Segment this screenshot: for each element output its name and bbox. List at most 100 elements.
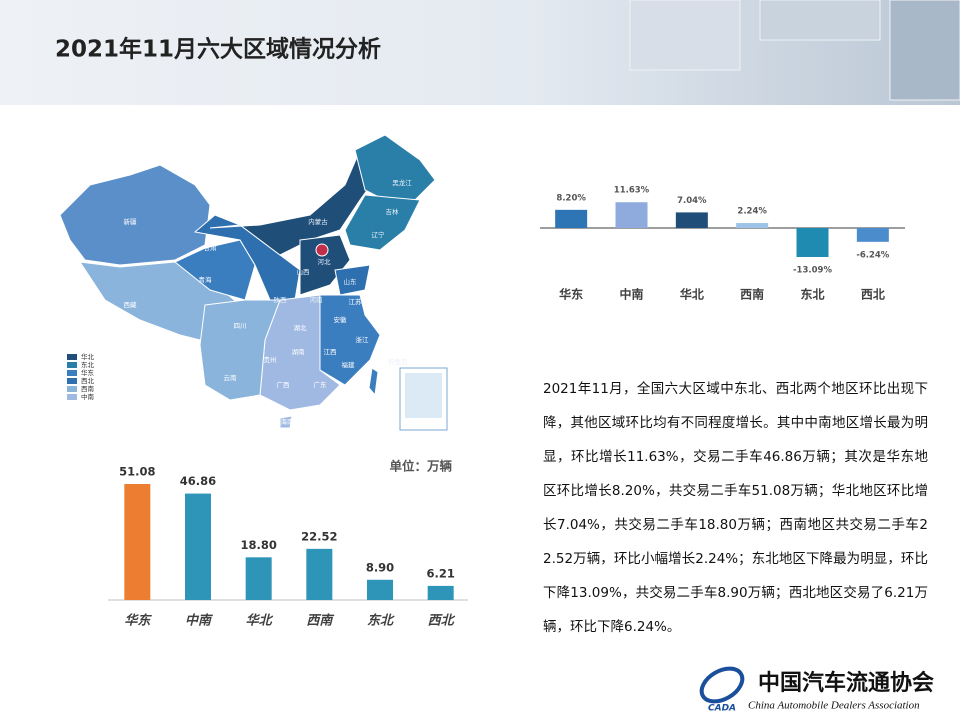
data-label: 8.90	[366, 560, 394, 574]
bar	[856, 228, 889, 242]
map-label: 吉林	[386, 207, 400, 216]
legend-swatch	[67, 370, 77, 376]
data-label: 46.86	[180, 474, 216, 488]
bar	[555, 209, 588, 228]
logo-english: China Automobile Dealers Association	[748, 700, 920, 712]
bar	[736, 223, 769, 228]
map-label: 江苏	[349, 297, 363, 306]
map-label: 内蒙古	[308, 217, 328, 226]
map-label: 河南	[310, 295, 324, 304]
slide-title: 2021年11月六大区域情况分析	[55, 36, 381, 63]
x-tick-label: 西北	[428, 614, 456, 629]
legend-swatch	[67, 386, 77, 392]
x-tick-label: 华东	[559, 287, 583, 302]
map-label: 陕西	[274, 295, 288, 304]
legend-label: 西南	[81, 384, 95, 393]
map-label: 台湾	[362, 395, 376, 404]
legend-label: 中南	[81, 392, 95, 401]
legend-label: 华东	[81, 368, 95, 377]
map-label: 钓鱼岛	[388, 357, 408, 366]
bar	[185, 493, 211, 600]
map-label: 甘肃	[204, 243, 218, 252]
bar	[675, 212, 708, 228]
map-label: 云南	[224, 373, 238, 382]
data-label: 6.21	[426, 566, 454, 580]
map-label: 西藏	[124, 300, 138, 309]
data-label: 22.52	[301, 529, 337, 543]
legend-swatch	[67, 394, 77, 400]
map-inset-sea	[405, 373, 442, 418]
bar	[306, 548, 333, 600]
map-label: 湖北	[294, 323, 308, 332]
map-label: 山东	[344, 277, 358, 286]
beijing-marker	[315, 243, 329, 257]
x-tick-label: 华北	[246, 613, 274, 629]
data-label: 8.20%	[556, 193, 586, 203]
map-label: 海南	[281, 417, 295, 426]
x-tick-label: 东北	[800, 287, 824, 302]
map-label: 湖南	[292, 347, 306, 356]
x-tick-label: 中南	[185, 613, 213, 629]
legend-swatch	[67, 378, 77, 384]
bar	[245, 557, 272, 600]
map-label: 山西	[297, 267, 311, 276]
data-label: 18.80	[240, 538, 276, 552]
map-label: 浙江	[356, 335, 370, 344]
map-region	[314, 294, 381, 386]
data-label: 51.08	[119, 465, 155, 479]
map-label: 上海	[382, 315, 396, 324]
bar	[367, 579, 393, 600]
map-label: 青海	[199, 275, 213, 284]
map-label: 安徽	[334, 315, 348, 324]
legend-swatch	[67, 354, 77, 360]
logo: CADA 中国汽车流通协会 China Automobile Dealers A…	[699, 666, 934, 714]
map-region	[279, 415, 293, 429]
map-region	[199, 299, 281, 401]
map-region	[334, 264, 371, 296]
map-label: 新疆	[124, 217, 138, 226]
map-label: 辽宁	[372, 230, 386, 239]
description: 2021年11月，全国六大区域中东北、西北两个地区环比出现下降，其他区域环比均有…	[543, 381, 928, 635]
x-tick-label: 西南	[740, 287, 764, 302]
map-region	[193, 214, 301, 301]
map-label: 四川	[234, 322, 247, 330]
legend-label: 华北	[81, 352, 95, 361]
legend-label: 西北	[81, 377, 95, 385]
bar	[796, 228, 829, 257]
x-tick-label: 西北	[861, 287, 885, 302]
header-cube	[629, 0, 741, 71]
x-tick-label: 东北	[367, 613, 395, 629]
map-label: 河北	[318, 258, 332, 266]
data-label: -13.09%	[793, 266, 832, 276]
map-label: 广东	[314, 380, 328, 389]
bar	[615, 202, 648, 228]
legend-swatch	[67, 362, 77, 368]
x-tick-label: 中南	[619, 287, 643, 302]
data-label: -6.24%	[856, 250, 889, 260]
map-region	[354, 134, 436, 201]
x-tick-label: 西南	[306, 613, 334, 629]
legend-label: 东北	[81, 360, 95, 369]
map-label: 福建	[342, 360, 356, 369]
header-cube	[759, 0, 881, 41]
x-tick-label: 华北	[680, 287, 704, 302]
map-region	[368, 367, 379, 397]
logo-mark: CADA	[708, 704, 736, 714]
map-label: 江西	[324, 348, 338, 356]
unit-label: 单位：万辆	[389, 459, 452, 474]
data-label: 11.63%	[614, 186, 650, 196]
header-cube	[889, 0, 960, 101]
logo-name: 中国汽车流通协会	[758, 670, 934, 696]
bar	[124, 484, 151, 600]
map-label: 南海诸岛	[409, 417, 435, 426]
map-label: 贵州	[264, 355, 277, 364]
map-label: 黑龙江	[392, 178, 412, 187]
data-label: 7.04%	[677, 196, 707, 206]
logo-swirl	[699, 666, 745, 704]
map-region	[59, 164, 211, 266]
bar	[427, 585, 454, 600]
map-region	[344, 194, 421, 251]
